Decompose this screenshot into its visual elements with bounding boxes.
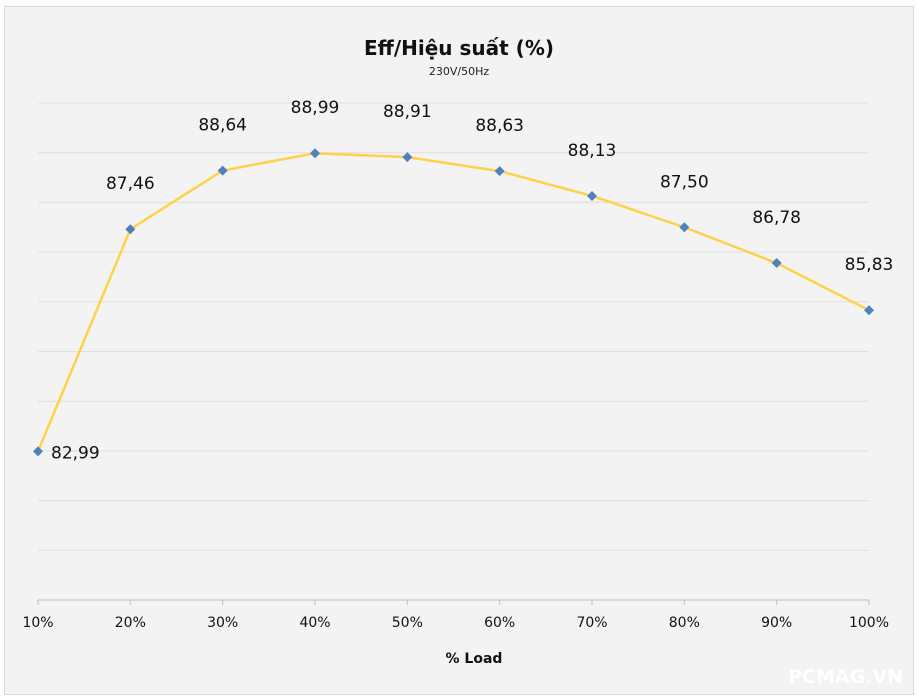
series-line xyxy=(36,151,870,452)
data-label: 85,83 xyxy=(845,255,894,275)
x-axis-ticks: 10% 20% 30% 40% 50% 60% 70% 80% 90% 100% xyxy=(22,600,889,631)
data-label: 88,13 xyxy=(568,141,617,161)
x-tick-label: 80% xyxy=(669,615,700,631)
data-point xyxy=(494,166,505,177)
data-label: 88,63 xyxy=(475,116,524,136)
x-tick-label: 10% xyxy=(22,615,53,631)
x-tick-label: 100% xyxy=(849,615,889,631)
x-axis-title: % Load xyxy=(446,651,503,667)
gridlines xyxy=(38,102,869,551)
x-tick-label: 90% xyxy=(761,615,792,631)
x-tick-label: 40% xyxy=(299,615,330,631)
data-label: 86,78 xyxy=(752,208,801,228)
data-point xyxy=(587,190,597,201)
x-tick-label: 70% xyxy=(576,615,607,631)
data-label: 87,46 xyxy=(106,174,155,194)
data-point xyxy=(310,148,320,159)
chart-title: Eff/Hiệu suất (%) xyxy=(364,36,554,60)
data-label: 88,91 xyxy=(383,102,432,122)
chart-subtitle: 230V/50Hz xyxy=(429,65,489,78)
x-tick-label: 50% xyxy=(392,615,423,631)
data-label: 82,99 xyxy=(51,443,100,463)
x-tick-label: 30% xyxy=(207,615,238,631)
data-point xyxy=(33,446,43,457)
chart-area[interactable] xyxy=(4,6,914,695)
x-tick-label: 20% xyxy=(115,615,146,631)
data-point xyxy=(402,152,413,163)
watermark-text: PCMAG.VN xyxy=(788,666,903,688)
data-label: 87,50 xyxy=(660,172,709,192)
data-point xyxy=(217,165,228,176)
data-point xyxy=(125,224,136,235)
data-point xyxy=(864,305,874,316)
data-label: 88,64 xyxy=(198,116,247,136)
data-point xyxy=(771,258,782,269)
x-tick-label: 60% xyxy=(484,615,515,631)
data-label: 88,99 xyxy=(291,98,340,118)
data-point xyxy=(679,222,690,233)
series-efficiency: 82,99 87,46 88,64 88,99 88,91 88,63 88,13 87,50… xyxy=(33,98,893,463)
